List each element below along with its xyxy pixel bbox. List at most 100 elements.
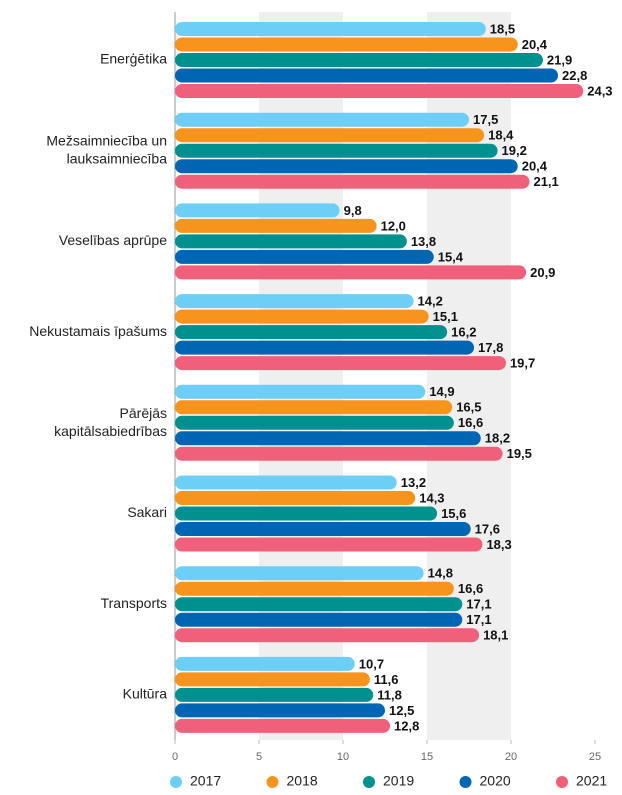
value-label: 18,4 — [488, 128, 514, 143]
bar — [175, 491, 416, 505]
value-label: 14,8 — [428, 566, 453, 581]
value-label: 11,6 — [374, 672, 399, 687]
bar — [175, 325, 448, 340]
bar — [175, 446, 503, 461]
value-label: 10,7 — [359, 656, 384, 671]
legend-swatch — [170, 776, 182, 788]
value-label: 22,8 — [562, 68, 587, 83]
legend-label: 2018 — [287, 773, 318, 789]
value-label: 12,8 — [394, 718, 419, 733]
value-label: 14,3 — [419, 490, 444, 505]
value-label: 20,4 — [522, 159, 548, 174]
bar — [175, 566, 424, 581]
bar — [175, 234, 407, 249]
bar — [175, 84, 584, 98]
x-tick-label: 10 — [337, 751, 349, 763]
legend-label: 2019 — [383, 773, 414, 789]
x-tick-label: 15 — [421, 751, 433, 763]
value-label: 13,2 — [401, 475, 426, 490]
value-label: 21,1 — [533, 174, 558, 189]
legend-swatch — [363, 776, 375, 788]
x-tick-label: 5 — [256, 751, 262, 763]
value-label: 12,0 — [381, 218, 406, 233]
bar — [175, 506, 438, 521]
value-label: 18,2 — [485, 431, 510, 446]
bar — [175, 218, 377, 233]
value-label: 9,8 — [344, 203, 362, 218]
bar — [175, 400, 453, 415]
bar — [175, 597, 463, 612]
bar — [175, 656, 355, 671]
bar — [175, 159, 518, 174]
category-label: Nekustamais īpašums — [29, 323, 167, 339]
bar — [175, 294, 414, 309]
x-tick-label: 20 — [505, 751, 517, 763]
bar — [175, 112, 469, 127]
value-label: 18,1 — [483, 628, 508, 643]
value-label: 18,3 — [486, 537, 511, 552]
bar — [175, 581, 454, 596]
value-label: 15,1 — [433, 309, 458, 324]
value-label: 13,8 — [411, 234, 436, 249]
bar — [175, 340, 475, 355]
value-label: 21,9 — [547, 52, 572, 67]
bar — [175, 475, 397, 490]
value-label: 12,5 — [389, 703, 414, 718]
bar — [175, 431, 481, 446]
bar — [175, 703, 385, 718]
value-label: 17,1 — [466, 597, 491, 612]
legend-swatch — [459, 776, 472, 788]
value-label: 16,6 — [458, 415, 483, 430]
bar — [175, 612, 463, 627]
bar — [175, 249, 434, 264]
value-label: 14,9 — [429, 384, 454, 399]
bar — [175, 628, 480, 643]
value-label: 19,7 — [510, 356, 535, 371]
bar — [175, 53, 543, 67]
value-label: 19,2 — [502, 143, 527, 158]
value-label: 20,4 — [522, 37, 548, 52]
value-label: 19,5 — [507, 446, 532, 461]
value-label: 18,5 — [490, 21, 515, 36]
bar — [175, 537, 483, 552]
category-label: Veselības aprūpe — [59, 232, 167, 248]
bar — [175, 415, 454, 430]
category-label: Enerģētika — [100, 51, 167, 67]
x-tick-label: 25 — [589, 751, 601, 763]
value-label: 15,6 — [441, 506, 466, 521]
value-label: 16,5 — [456, 400, 481, 415]
bar — [175, 128, 485, 143]
value-label: 17,8 — [478, 340, 503, 355]
bar — [175, 22, 486, 36]
bar — [175, 143, 498, 158]
bar — [175, 522, 471, 536]
bar — [175, 356, 506, 371]
legend-label: 2020 — [480, 773, 511, 789]
bar — [175, 687, 374, 702]
bar — [175, 672, 370, 687]
value-label: 17,6 — [475, 521, 500, 536]
value-label: 14,2 — [418, 294, 443, 309]
value-label: 17,1 — [466, 612, 491, 627]
legend-label: 2021 — [576, 773, 607, 789]
value-label: 11,8 — [377, 687, 402, 702]
bar — [175, 37, 518, 52]
bar — [175, 718, 391, 733]
category-label: Sakari — [127, 504, 167, 520]
legend-swatch — [556, 776, 568, 788]
legend-label: 2017 — [190, 773, 221, 789]
bar — [175, 309, 429, 324]
bar — [175, 203, 340, 218]
value-label: 15,4 — [438, 249, 464, 264]
value-label: 20,9 — [530, 265, 555, 280]
value-label: 24,3 — [587, 83, 612, 98]
x-tick-label: 0 — [172, 751, 178, 763]
category-label: Mežsaimniecība un lauksaimniecība — [46, 132, 167, 166]
category-label: Kultūra — [123, 686, 168, 702]
bar — [175, 68, 559, 83]
value-label: 16,2 — [451, 325, 476, 340]
value-label: 17,5 — [473, 112, 498, 127]
value-label: 16,6 — [458, 581, 483, 596]
bar — [175, 174, 530, 189]
